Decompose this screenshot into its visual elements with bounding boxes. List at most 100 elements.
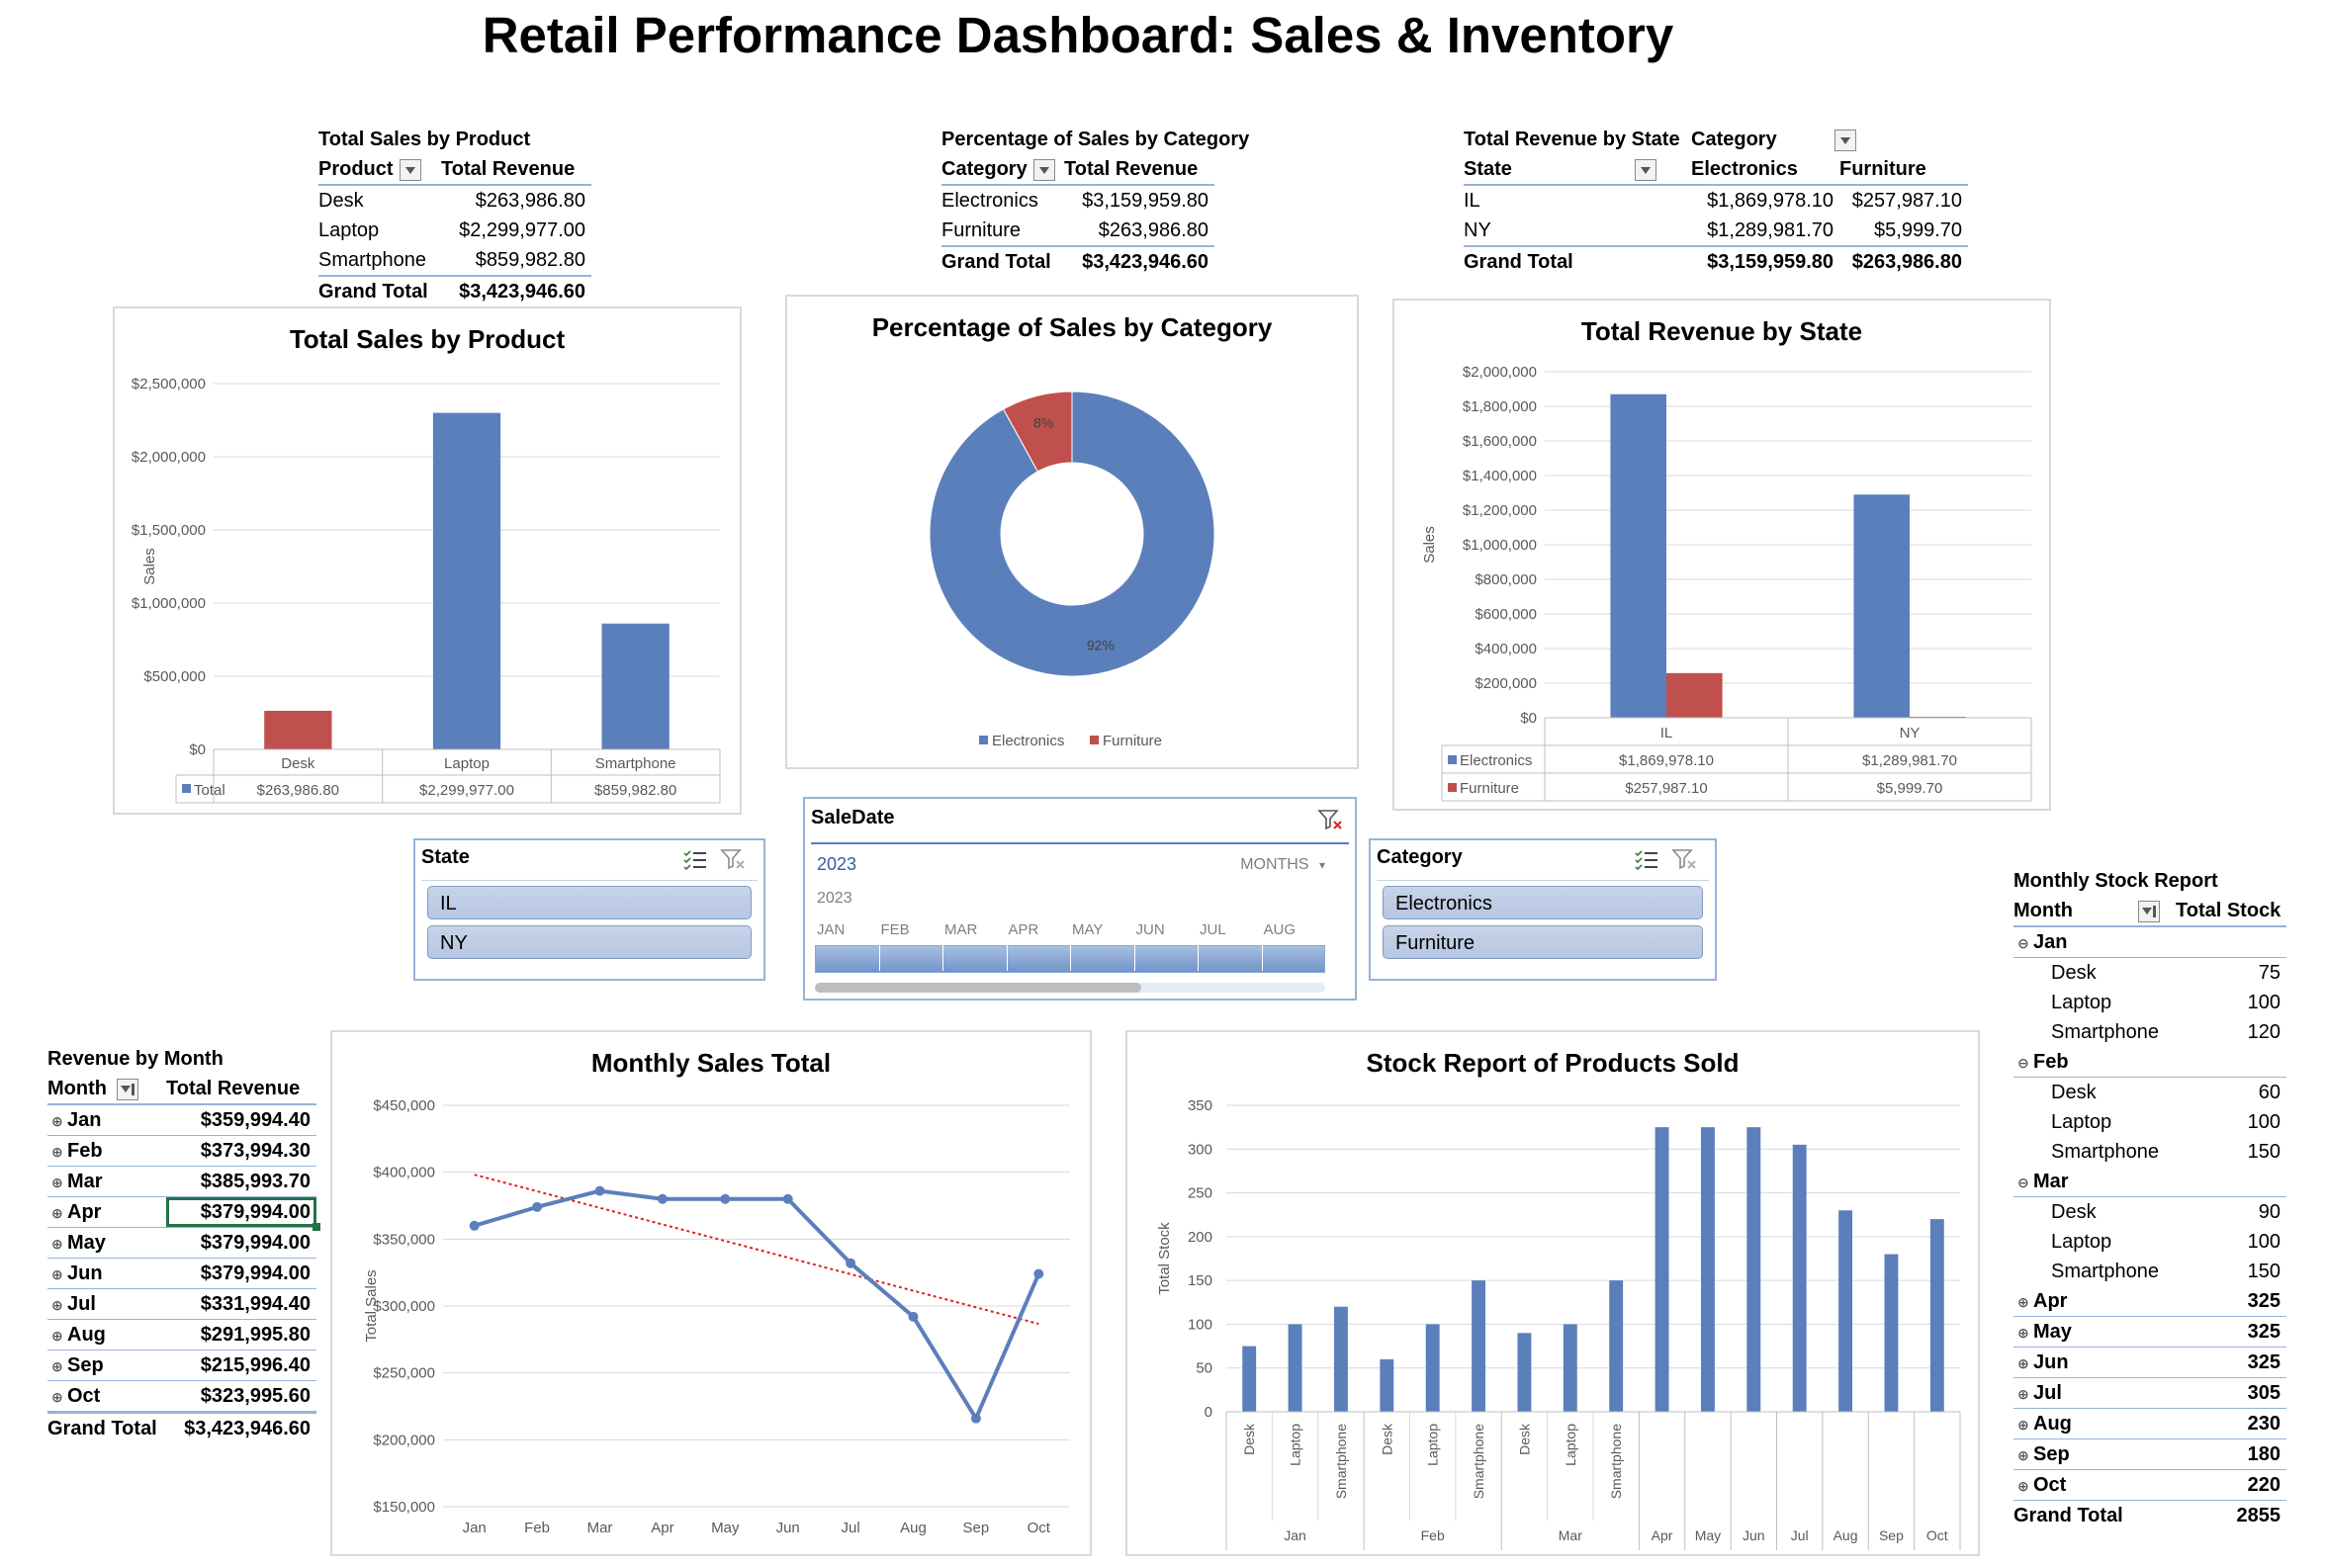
- row-value[interactable]: $263,986.80: [1098, 219, 1208, 241]
- row-value[interactable]: 180: [2247, 1443, 2281, 1465]
- table-row[interactable]: ⊕ Aug $291,995.80: [47, 1320, 316, 1350]
- row-label[interactable]: ⊕ Oct: [2013, 1470, 2176, 1500]
- filter-dropdown-icon[interactable]: [116, 1078, 138, 1100]
- row-value[interactable]: 90: [2258, 1201, 2281, 1223]
- expand-icon[interactable]: ⊕: [51, 1389, 63, 1405]
- expand-icon[interactable]: ⊕: [2017, 1325, 2029, 1341]
- row-value[interactable]: 325: [2247, 1290, 2281, 1312]
- detail-row[interactable]: Smartphone 150: [2013, 1257, 2286, 1286]
- row-label[interactable]: ⊕ Mar: [47, 1167, 166, 1196]
- chart-stock-report[interactable]: Stock Report of Products Sold 0 50 100 150 2…: [1125, 1030, 1980, 1556]
- row-label[interactable]: ⊕ Apr: [47, 1197, 166, 1227]
- dropdown-arrow-icon[interactable]: [1834, 129, 1856, 151]
- collapse-icon[interactable]: ⊖: [2017, 935, 2029, 951]
- clear-filter-icon[interactable]: [1317, 809, 1343, 830]
- row-value[interactable]: $385,993.70: [200, 1171, 311, 1192]
- expand-icon[interactable]: ⊕: [51, 1297, 63, 1313]
- table-row[interactable]: ⊕ Jun $379,994.00: [47, 1259, 316, 1289]
- table-row[interactable]: NY $1,289,981.70 $5,999.70: [1464, 216, 1968, 245]
- row-label[interactable]: ⊕ Jan: [47, 1105, 166, 1135]
- row-label[interactable]: NY: [1464, 219, 1491, 241]
- table-row[interactable]: ⊕ Oct $323,995.60: [47, 1381, 316, 1412]
- clear-filter-icon[interactable]: [720, 848, 746, 870]
- row-label[interactable]: Desk: [2013, 958, 2176, 988]
- expand-icon[interactable]: ⊕: [2017, 1417, 2029, 1433]
- row-value[interactable]: $1,289,981.70: [1707, 219, 1834, 241]
- group-row[interactable]: ⊖ Feb: [2013, 1047, 2286, 1078]
- expand-icon[interactable]: ⊕: [51, 1358, 63, 1374]
- detail-row[interactable]: Desk 60: [2013, 1078, 2286, 1107]
- table-row[interactable]: ⊕ Apr $379,994.00: [47, 1197, 320, 1231]
- row-value[interactable]: [2176, 1047, 2286, 1077]
- row-label[interactable]: Smartphone: [2013, 1017, 2176, 1047]
- expand-icon[interactable]: ⊕: [2017, 1386, 2029, 1402]
- dropdown-arrow-icon[interactable]: [1032, 158, 1055, 181]
- expand-icon[interactable]: ⊕: [2017, 1478, 2029, 1494]
- row-label[interactable]: ⊕ Apr: [2013, 1286, 2176, 1316]
- multi-select-icon[interactable]: [682, 848, 708, 870]
- row-label[interactable]: ⊕ Oct: [47, 1381, 166, 1411]
- clear-filter-icon[interactable]: [1671, 848, 1697, 870]
- group-row[interactable]: ⊕ Aug 230: [2013, 1409, 2286, 1439]
- row-label[interactable]: ⊕ Feb: [47, 1136, 166, 1166]
- chart-percentage-by-category[interactable]: Percentage of Sales by Category 92% 8% Ele…: [785, 295, 1359, 769]
- expand-icon[interactable]: ⊕: [51, 1113, 63, 1129]
- row-value[interactable]: 150: [2247, 1141, 2281, 1163]
- group-row[interactable]: ⊖ Mar: [2013, 1167, 2286, 1197]
- group-row[interactable]: ⊕ Apr 325: [2013, 1286, 2286, 1317]
- group-row[interactable]: ⊕ Sep 180: [2013, 1439, 2286, 1470]
- fill-handle[interactable]: [313, 1223, 320, 1231]
- timeline-scrollbar-thumb[interactable]: [815, 983, 1141, 993]
- table-row[interactable]: IL $1,869,978.10 $257,987.10: [1464, 186, 1968, 216]
- expand-icon[interactable]: ⊕: [2017, 1355, 2029, 1371]
- detail-row[interactable]: Smartphone 120: [2013, 1017, 2286, 1047]
- expand-icon[interactable]: ⊕: [2017, 1447, 2029, 1463]
- detail-row[interactable]: Smartphone 150: [2013, 1137, 2286, 1167]
- row-label[interactable]: ⊕ Jun: [2013, 1348, 2176, 1377]
- pivot-header-product[interactable]: Product: [318, 154, 441, 184]
- pivot-table-stock[interactable]: Monthly Stock Report Month Total Stock ⊖…: [2013, 866, 2286, 1530]
- row-label[interactable]: ⊖ Feb: [2013, 1047, 2176, 1077]
- group-row[interactable]: ⊕ May 325: [2013, 1317, 2286, 1348]
- expand-icon[interactable]: ⊕: [51, 1236, 63, 1252]
- row-label[interactable]: Smartphone: [2013, 1137, 2176, 1167]
- table-row[interactable]: Smartphone $859,982.80: [318, 245, 591, 275]
- row-value[interactable]: [2176, 1167, 2286, 1196]
- table-row[interactable]: Desk $263,986.80: [318, 186, 591, 216]
- group-row[interactable]: ⊕ Jun 325: [2013, 1348, 2286, 1378]
- dropdown-arrow-icon[interactable]: [399, 158, 421, 181]
- chart-total-revenue-by-state[interactable]: Total Revenue by State $0 $200,000 $400,00…: [1392, 299, 2051, 811]
- row-label[interactable]: Desk: [318, 190, 364, 212]
- group-row[interactable]: ⊕ Jul 305: [2013, 1378, 2286, 1409]
- row-label[interactable]: ⊕ Jun: [47, 1259, 166, 1288]
- row-label[interactable]: Laptop: [2013, 1107, 2176, 1137]
- row-value[interactable]: $263,986.80: [475, 190, 585, 212]
- row-label[interactable]: ⊕ May: [47, 1228, 166, 1258]
- row-value[interactable]: [2176, 927, 2286, 957]
- row-value[interactable]: 220: [2247, 1474, 2281, 1496]
- row-value[interactable]: 230: [2247, 1413, 2281, 1435]
- row-label[interactable]: ⊖ Jan: [2013, 927, 2176, 957]
- pivot-col-field[interactable]: Category: [1691, 125, 1968, 154]
- row-label[interactable]: Laptop: [318, 219, 380, 241]
- slicer-item-furniture[interactable]: Furniture: [1383, 925, 1703, 959]
- row-label[interactable]: ⊕ May: [2013, 1317, 2176, 1347]
- pivot-table-state[interactable]: Total Revenue by State Category State El…: [1464, 125, 1968, 277]
- expand-icon[interactable]: ⊕: [51, 1328, 63, 1344]
- pivot-header-month[interactable]: Month: [2013, 896, 2176, 925]
- row-value[interactable]: 305: [2247, 1382, 2281, 1404]
- timeline-level-selector[interactable]: MONTHS ▾: [1240, 856, 1325, 874]
- table-row[interactable]: ⊕ Jul $331,994.40: [47, 1289, 316, 1320]
- row-value[interactable]: 150: [2247, 1261, 2281, 1282]
- row-value[interactable]: 75: [2258, 962, 2281, 984]
- row-label[interactable]: ⊕ Aug: [2013, 1409, 2176, 1438]
- row-value[interactable]: 325: [2247, 1321, 2281, 1343]
- row-label[interactable]: Laptop: [2013, 988, 2176, 1017]
- group-row[interactable]: ⊕ Oct 220: [2013, 1470, 2286, 1501]
- row-value[interactable]: 60: [2258, 1082, 2281, 1103]
- row-label[interactable]: Smartphone: [318, 249, 426, 271]
- selected-cell[interactable]: $379,994.00: [166, 1197, 316, 1227]
- row-value[interactable]: 120: [2247, 1021, 2281, 1043]
- row-label[interactable]: ⊕ Sep: [2013, 1439, 2176, 1469]
- timeline-month-label[interactable]: MAR: [944, 921, 978, 938]
